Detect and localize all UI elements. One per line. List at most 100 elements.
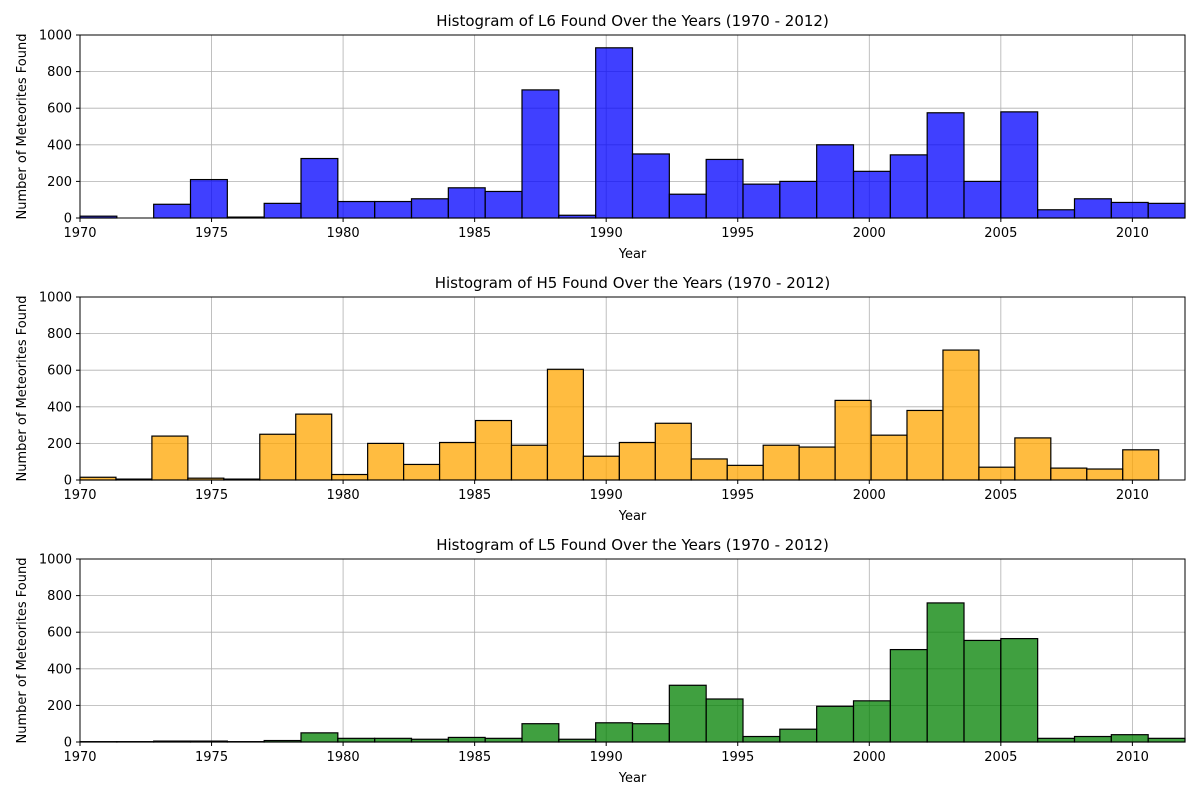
histogram-bar [926, 602, 965, 743]
histogram-bar [1000, 111, 1039, 219]
histogram-bar [546, 368, 584, 481]
chart-title: Histogram of H5 Found Over the Years (19… [435, 274, 831, 292]
histogram-bar [631, 723, 670, 743]
histogram-bar [1147, 737, 1186, 743]
histogram-bar [631, 153, 670, 219]
histogram-bar [474, 419, 513, 481]
histogram-bar [259, 433, 297, 481]
histogram-bar [1050, 467, 1088, 481]
histogram-bar [906, 409, 944, 481]
chart-panel-1: 1970 1975 1980 1985 1990 1995 2000 2005 2010 0 200… [15, 12, 1186, 262]
histogram-bar [263, 202, 302, 219]
histogram-bar [742, 735, 781, 743]
histogram-bar [779, 728, 818, 743]
histogram-bar [521, 89, 560, 219]
y-tick-label: 200 [47, 175, 72, 190]
histogram-bar [374, 737, 413, 743]
histogram-bar [151, 435, 189, 481]
histogram-bar [153, 203, 192, 219]
histogram-bar [300, 157, 339, 219]
x-tick-label: 1990 [590, 750, 623, 765]
histogram-bar [834, 399, 872, 481]
x-tick-label: 1980 [327, 750, 360, 765]
x-axis-label: Year [618, 771, 647, 786]
histogram-bar [852, 170, 891, 219]
histogram-bar [942, 349, 980, 481]
x-tick-label: 1975 [195, 226, 228, 241]
x-tick-label: 1970 [63, 226, 96, 241]
x-tick-label: 2000 [853, 488, 886, 503]
histogram-bar [1147, 202, 1186, 219]
histogram-bar [889, 648, 928, 743]
histogram-bar [410, 198, 449, 219]
y-tick-label: 600 [47, 626, 72, 641]
histogram-bar [300, 732, 339, 743]
histogram-bar [668, 684, 707, 743]
x-tick-label: 2005 [984, 226, 1017, 241]
y-tick-label: 0 [64, 736, 72, 751]
x-tick-label: 2005 [984, 750, 1017, 765]
histogram-bar [705, 158, 744, 219]
histogram-bar [1037, 737, 1076, 743]
histogram-bar [484, 190, 523, 219]
histogram-bar [779, 180, 818, 219]
y-tick-label: 400 [47, 662, 72, 677]
y-tick-label: 1000 [39, 291, 72, 306]
bars [79, 47, 1186, 219]
histogram-bar [1014, 437, 1052, 481]
x-axis-label: Year [618, 509, 647, 524]
x-tick-label: 2000 [853, 226, 886, 241]
x-tick-label: 1985 [458, 750, 491, 765]
histogram-bar [1037, 209, 1076, 219]
histogram-bar [595, 722, 634, 743]
y-tick-label: 200 [47, 437, 72, 452]
x-tick-label: 2000 [853, 750, 886, 765]
histogram-bar [726, 464, 764, 481]
axes-frame [79, 34, 1186, 219]
histogram-bar [374, 200, 413, 219]
histogram-bar [295, 413, 333, 481]
x-tick-label: 1980 [327, 488, 360, 503]
histogram-bar [889, 154, 928, 219]
chart-panel-3: 1970 1975 1980 1985 1990 1995 2000 2005 2010 0 200… [15, 536, 1186, 786]
histogram-bar [367, 442, 405, 481]
x-tick-label: 1975 [195, 488, 228, 503]
histogram-bar [742, 183, 781, 219]
x-tick-label: 1985 [458, 488, 491, 503]
histogram-bar [595, 47, 634, 219]
histogram-bar [668, 193, 707, 219]
y-tick-label: 800 [47, 327, 72, 342]
histogram-bar [1122, 449, 1160, 481]
histogram-bar [690, 458, 728, 481]
histogram-bar [337, 737, 376, 743]
bars [79, 602, 1186, 743]
histogram-bar [331, 473, 369, 481]
x-tick-label: 2005 [984, 488, 1017, 503]
chart-panel-2: 1970 1975 1980 1985 1990 1995 2000 2005 2010 0 200… [15, 274, 1186, 524]
histogram-bar [1073, 735, 1112, 743]
x-tick-label: 1990 [590, 226, 623, 241]
y-tick-label: 600 [47, 102, 72, 117]
histogram-bar [798, 446, 836, 481]
y-tick-label: 600 [47, 364, 72, 379]
y-tick-label: 200 [47, 699, 72, 714]
y-tick-label: 800 [47, 589, 72, 604]
histogram-bar [438, 441, 477, 481]
histogram-bar [963, 639, 1002, 743]
histogram-bar [337, 200, 376, 219]
histogram-bar [816, 705, 855, 743]
histogram-bar [816, 144, 855, 219]
histogram-bar [582, 455, 620, 481]
chart-title: Histogram of L6 Found Over the Years (19… [436, 12, 829, 30]
histogram-bar [654, 422, 692, 481]
histogram-bar [762, 444, 800, 481]
x-tick-label: 2010 [1116, 750, 1149, 765]
histogram-bar [926, 112, 965, 219]
histogram-bar [870, 434, 908, 481]
histogram-bar [852, 700, 891, 743]
y-axis-label: Number of Meteorites Found [15, 34, 30, 220]
x-tick-label: 2010 [1116, 488, 1149, 503]
histogram-bar [1000, 638, 1039, 743]
histogram-bar [1110, 734, 1149, 743]
